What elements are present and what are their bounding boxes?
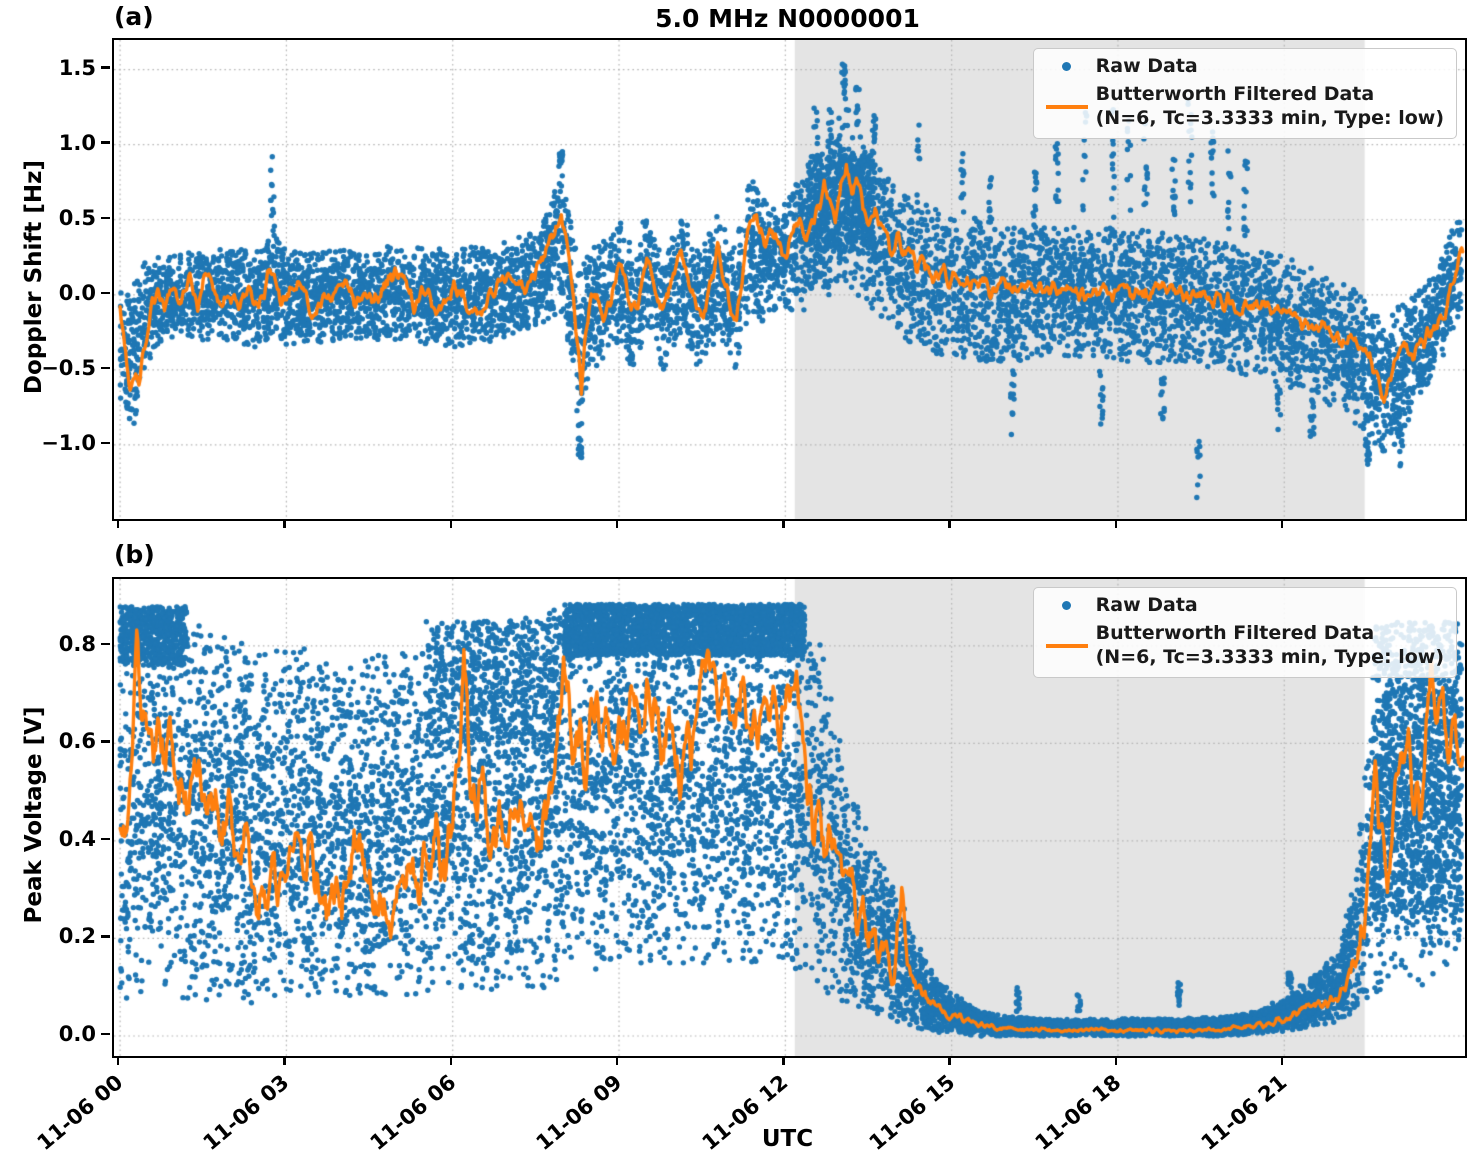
- y-tick-label: 0.4: [58, 826, 96, 851]
- raw-data-dot-icon: [1062, 601, 1072, 611]
- y-tick-label: −1.0: [41, 430, 96, 455]
- panel-a-plot-area: Raw Data Butterworth Filtered Data (N=6, …: [112, 38, 1467, 521]
- x-tick-label: 11-06 12: [697, 1070, 793, 1156]
- x-tick-mark: [1114, 1056, 1118, 1065]
- y-tick-label: 0.2: [58, 924, 96, 949]
- legend-raw-data-label: Raw Data: [1095, 55, 1198, 77]
- y-tick-label: 1.5: [58, 55, 96, 80]
- raw-data-dot-icon: [1062, 62, 1072, 72]
- x-tick-mark: [449, 519, 452, 528]
- legend-filtered-label-line2: (N=6, Tc=3.3333 min, Type: low): [1095, 645, 1444, 668]
- x-tick-mark: [283, 1056, 286, 1065]
- y-tick-mark: [101, 366, 110, 370]
- x-tick-label: 11-06 18: [1030, 1070, 1126, 1156]
- filtered-line-icon: [1045, 643, 1088, 648]
- y-tick-label: −0.5: [41, 355, 96, 380]
- x-tick-mark: [615, 1056, 619, 1065]
- filtered-marker-cell: [1038, 643, 1096, 648]
- y-tick-mark: [101, 141, 110, 144]
- y-tick-mark: [101, 642, 110, 645]
- y-tick-label: 0.6: [58, 729, 96, 754]
- x-tick-mark: [615, 519, 619, 528]
- y-tick-label: 0.8: [58, 631, 96, 656]
- y-tick-label: 0.5: [58, 205, 96, 230]
- panel-b-label: (b): [114, 540, 155, 569]
- panel-a-legend: Raw Data Butterworth Filtered Data (N=6, …: [1032, 48, 1457, 140]
- legend-filtered-label-line2: (N=6, Tc=3.3333 min, Type: low): [1095, 106, 1444, 129]
- y-tick-mark: [101, 740, 110, 743]
- filtered-marker-cell: [1038, 104, 1096, 109]
- x-tick-label: 11-06 09: [531, 1070, 627, 1156]
- x-tick-label: 11-06 21: [1196, 1070, 1292, 1156]
- x-tick-label: 11-06 15: [864, 1070, 960, 1156]
- y-tick-label: 0.0: [58, 1022, 96, 1046]
- panel-b-plot-area: Raw Data Butterworth Filtered Data (N=6, …: [112, 577, 1467, 1058]
- legend-filtered-label-line1: Butterworth Filtered Data: [1095, 82, 1375, 105]
- y-tick-label: 1.0: [58, 130, 96, 155]
- x-tick-label: 11-06 06: [365, 1070, 461, 1156]
- legend-filtered-label-line1: Butterworth Filtered Data: [1095, 621, 1375, 644]
- panel-a-label: (a): [114, 2, 154, 31]
- x-tick-mark: [782, 1056, 785, 1065]
- y-tick-mark: [101, 1032, 110, 1036]
- x-tick-mark: [948, 1056, 951, 1065]
- y-tick-mark: [101, 441, 110, 445]
- x-tick-mark: [948, 519, 951, 528]
- filtered-line-icon: [1045, 104, 1088, 109]
- x-tick-mark: [116, 519, 120, 528]
- x-tick-mark: [449, 1056, 452, 1065]
- x-tick-label: 11-06 03: [198, 1070, 294, 1156]
- x-tick-mark: [1281, 1056, 1284, 1065]
- x-tick-label: 11-06 00: [32, 1070, 128, 1156]
- y-tick-mark: [101, 837, 110, 841]
- x-tick-mark: [1281, 519, 1284, 528]
- x-tick-mark: [1114, 519, 1118, 528]
- legend-filtered-label: Butterworth Filtered Data (N=6, Tc=3.3333…: [1096, 622, 1444, 670]
- y-tick-mark: [101, 291, 110, 294]
- y-tick-mark: [101, 216, 110, 219]
- raw-data-marker-cell: [1038, 601, 1096, 611]
- y-tick-label: 0.0: [58, 280, 96, 305]
- x-tick-mark: [782, 519, 785, 528]
- y-tick-mark: [101, 935, 110, 938]
- x-axis-label: UTC: [761, 1126, 814, 1152]
- legend-filtered-label: Butterworth Filtered Data (N=6, Tc=3.3333…: [1096, 83, 1444, 131]
- legend-raw-data-label: Raw Data: [1095, 594, 1198, 616]
- y-tick-mark: [101, 66, 110, 69]
- x-tick-mark: [116, 1056, 120, 1065]
- chart-title: 5.0 MHz N0000001: [655, 4, 920, 33]
- x-tick-mark: [283, 519, 286, 528]
- panel-b-legend: Raw Data Butterworth Filtered Data (N=6, …: [1032, 587, 1457, 679]
- raw-data-marker-cell: [1038, 62, 1096, 72]
